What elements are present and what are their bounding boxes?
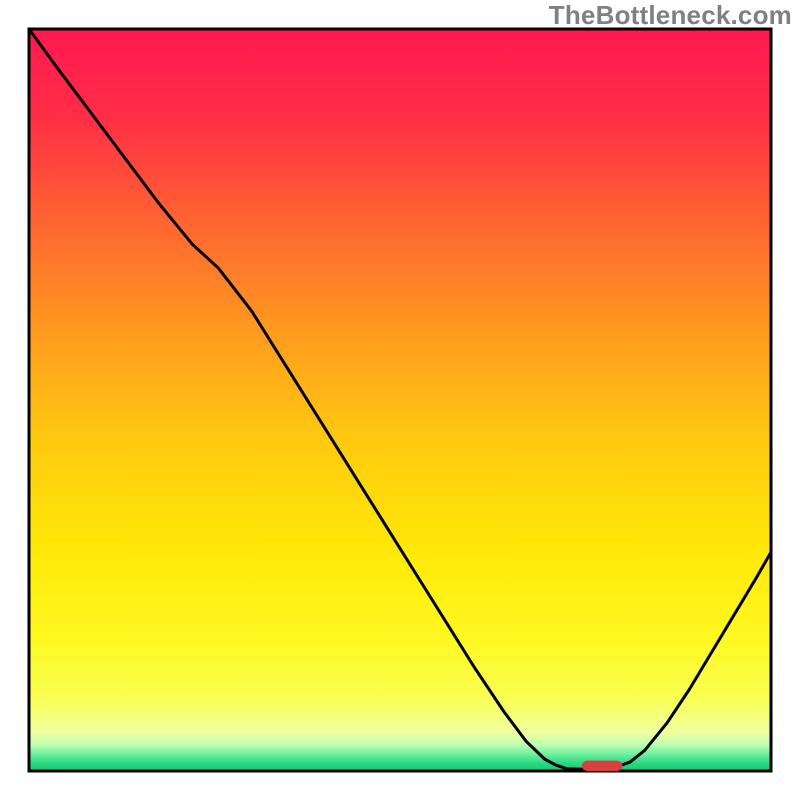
optimal-marker [582, 761, 623, 771]
bottleneck-chart [0, 0, 800, 800]
plot-background [29, 29, 771, 771]
chart-container: TheBottleneck.com [0, 0, 800, 800]
